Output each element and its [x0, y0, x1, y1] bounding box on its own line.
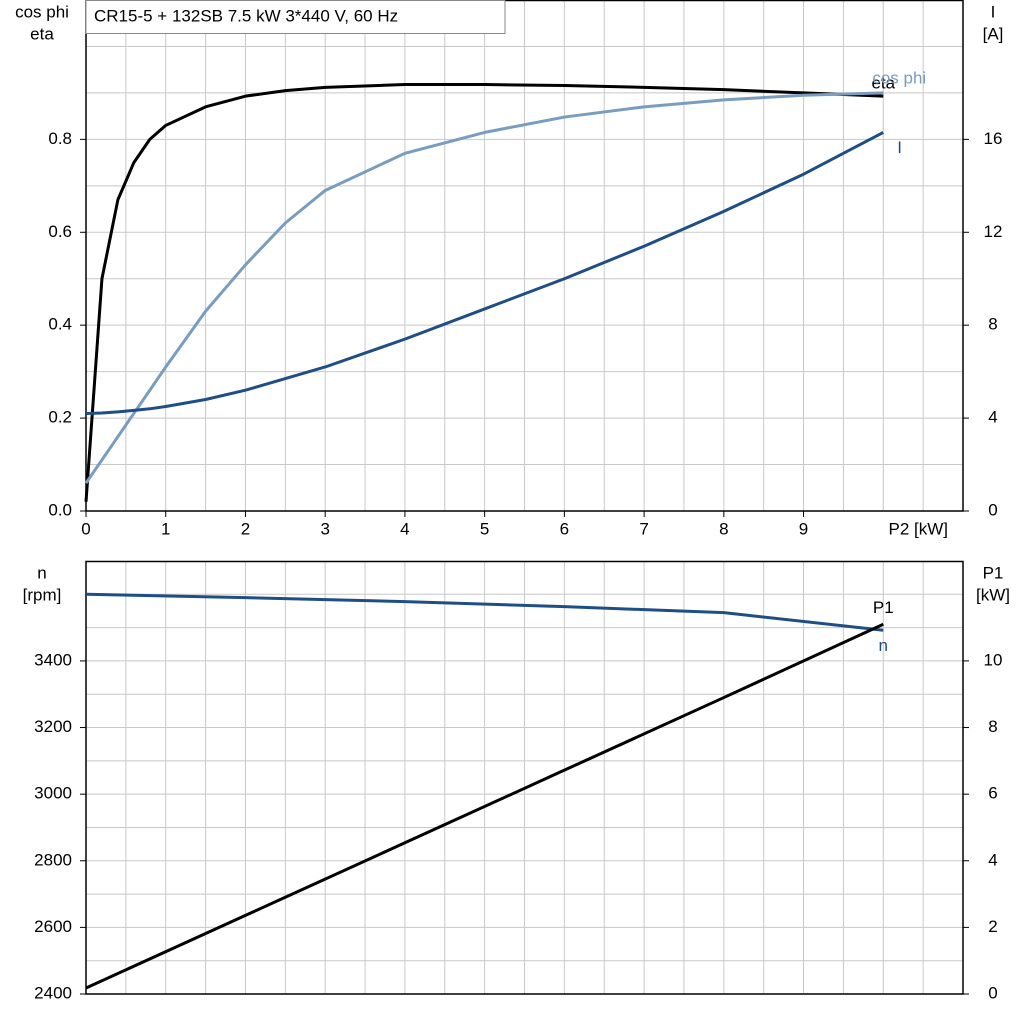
- x-tick-label: 6: [560, 519, 569, 538]
- y2-tick-label: 4: [988, 408, 997, 427]
- series-line: [84, 83, 884, 502]
- y-tick-label: 0.4: [48, 315, 72, 334]
- x-tick-label: 7: [639, 519, 648, 538]
- y2-tick-label: 4: [988, 850, 997, 869]
- y-tick-label: 3000: [34, 784, 72, 803]
- y2-axis-label: [kW]: [976, 585, 1010, 604]
- y-axis-label: [rpm]: [23, 585, 62, 604]
- x-axis-label: P2 [kW]: [889, 519, 949, 538]
- y2-axis-label: [A]: [983, 24, 1004, 43]
- series-label: cos phi: [872, 68, 926, 87]
- y2-tick-label: 8: [988, 717, 997, 736]
- series-label: eta: [871, 74, 895, 93]
- title-box: [85, 0, 506, 34]
- x-tick-label: 4: [400, 519, 409, 538]
- y-tick-label: 0.0: [48, 500, 72, 519]
- y-tick-label: 0.8: [48, 129, 72, 148]
- y-tick-label: 2600: [34, 917, 72, 936]
- y-tick-label: 0.6: [48, 222, 72, 241]
- plot-frame: [85, 0, 964, 512]
- y2-tick-label: 2: [988, 917, 997, 936]
- y2-tick-label: 6: [988, 784, 997, 803]
- series-line: [85, 622, 884, 990]
- y2-axis-label: I: [991, 2, 996, 21]
- x-tick-label: 1: [161, 519, 170, 538]
- y-tick-label: 3400: [34, 650, 72, 669]
- y-tick-label: 2800: [34, 850, 72, 869]
- series-line: [85, 131, 884, 415]
- plot-frame: [85, 560, 964, 995]
- x-tick-label: 3: [320, 519, 329, 538]
- y2-tick-label: 0: [988, 983, 997, 1002]
- series-line: [85, 592, 884, 632]
- y2-tick-label: 0: [988, 500, 997, 519]
- y2-tick-label: 8: [988, 315, 997, 334]
- x-tick-label: 2: [241, 519, 250, 538]
- y2-axis-label: P1: [983, 563, 1004, 582]
- y2-tick-label: 10: [984, 650, 1003, 669]
- chart-title: CR15-5 + 132SB 7.5 kW 3*440 V, 60 Hz: [94, 6, 398, 25]
- y-tick-label: 2400: [34, 983, 72, 1002]
- series-label: P1: [873, 598, 894, 617]
- series-label: I: [897, 138, 902, 157]
- x-tick-label: 8: [719, 519, 728, 538]
- series-label: n: [879, 636, 888, 655]
- y-axis-label: cos phi: [15, 2, 69, 21]
- y-tick-label: 3200: [34, 717, 72, 736]
- x-tick-label: 5: [480, 519, 489, 538]
- x-tick-label: 9: [799, 519, 808, 538]
- series-line: [84, 91, 884, 484]
- y2-tick-label: 12: [984, 222, 1003, 241]
- x-tick-label: 0: [81, 519, 90, 538]
- y-axis-label: n: [37, 563, 46, 582]
- y-axis-label: eta: [30, 24, 54, 43]
- y2-tick-label: 16: [984, 129, 1003, 148]
- y-tick-label: 0.2: [48, 408, 72, 427]
